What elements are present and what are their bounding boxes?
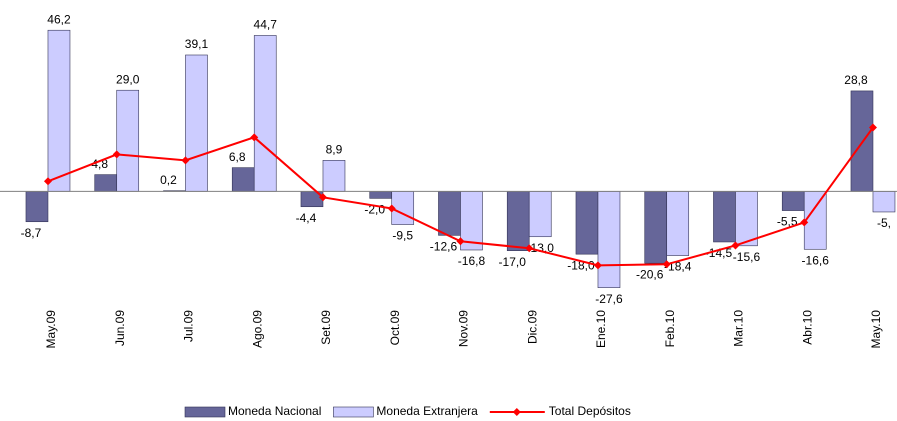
- marker: [43, 177, 52, 186]
- data-label: -27,6: [595, 292, 623, 306]
- bar: [781, 191, 805, 211]
- marker: [456, 237, 465, 246]
- x-tick-label: Jun.09: [113, 310, 127, 346]
- x-tick-label: Abr.10: [800, 310, 814, 345]
- data-label: -8,7: [21, 226, 42, 240]
- legend-swatch: [184, 406, 226, 418]
- data-label: 29,0: [116, 72, 140, 86]
- bar: [253, 35, 277, 192]
- bar: [713, 191, 736, 243]
- legend-label: Moneda Extranjera: [376, 404, 478, 418]
- data-label: -14,5: [705, 246, 733, 260]
- bar: [94, 174, 118, 192]
- x-tick-label: Jul.09: [182, 310, 196, 342]
- bar: [25, 191, 49, 223]
- marker: [387, 204, 396, 213]
- data-label: -16,8: [458, 254, 486, 268]
- data-label: 6,8: [229, 150, 246, 164]
- marker: [318, 193, 327, 202]
- data-label: 44,7: [254, 18, 278, 32]
- marker: [662, 260, 671, 269]
- legend-swatch: [333, 406, 374, 418]
- data-label: 46,2: [47, 12, 71, 26]
- data-label: -15,6: [733, 250, 761, 264]
- data-label: -16,6: [802, 253, 830, 267]
- data-label: 28,8: [844, 73, 868, 87]
- data-label: -20,6: [636, 267, 664, 281]
- x-tick-label: May.10: [869, 310, 883, 349]
- marker: [525, 244, 534, 253]
- bar: [369, 191, 393, 199]
- bar: [116, 89, 140, 192]
- data-label: -13,0: [527, 241, 555, 255]
- legend-label: Moneda Nacional: [228, 404, 321, 418]
- x-tick-label: Oct.09: [388, 310, 402, 346]
- x-tick-label: Nov.09: [457, 310, 471, 347]
- x-tick-label: Dic.09: [525, 310, 539, 344]
- marker: [800, 218, 809, 227]
- data-label: -4,4: [296, 211, 317, 225]
- x-tick-label: Feb.10: [663, 310, 677, 348]
- data-label: -5,5: [777, 215, 798, 229]
- legend-label: Total Depósitos: [549, 404, 631, 418]
- bar: [597, 191, 621, 288]
- marker: [181, 156, 190, 165]
- bar: [47, 29, 71, 192]
- bar: [438, 191, 461, 236]
- marker: [112, 150, 121, 159]
- bar: [322, 160, 346, 192]
- bar: [644, 191, 668, 264]
- bar: [872, 191, 896, 213]
- bar: [803, 191, 827, 250]
- marker: [250, 133, 259, 142]
- bar: [185, 54, 208, 192]
- data-label: -12,6: [430, 240, 458, 254]
- bar: [231, 167, 255, 192]
- bar: [528, 191, 552, 238]
- data-label: 0,2: [160, 173, 177, 187]
- data-label: -5,: [877, 216, 891, 230]
- bar: [575, 191, 599, 255]
- marker: [593, 261, 602, 270]
- x-tick-label: Mar.10: [732, 310, 746, 347]
- data-label: 8,9: [326, 143, 343, 157]
- bar: [666, 191, 690, 256]
- legend-marker: [512, 408, 521, 416]
- x-tick-label: Set.09: [319, 310, 333, 345]
- x-tick-label: May.09: [44, 310, 58, 349]
- bar: [735, 191, 758, 247]
- marker: [868, 123, 877, 132]
- data-label: -9,5: [392, 229, 413, 243]
- x-tick-label: Ene.10: [594, 310, 608, 348]
- data-label: 39,1: [185, 37, 209, 51]
- marker: [731, 241, 740, 250]
- data-label: -17,0: [499, 255, 527, 269]
- x-tick-label: Ago.09: [250, 310, 264, 348]
